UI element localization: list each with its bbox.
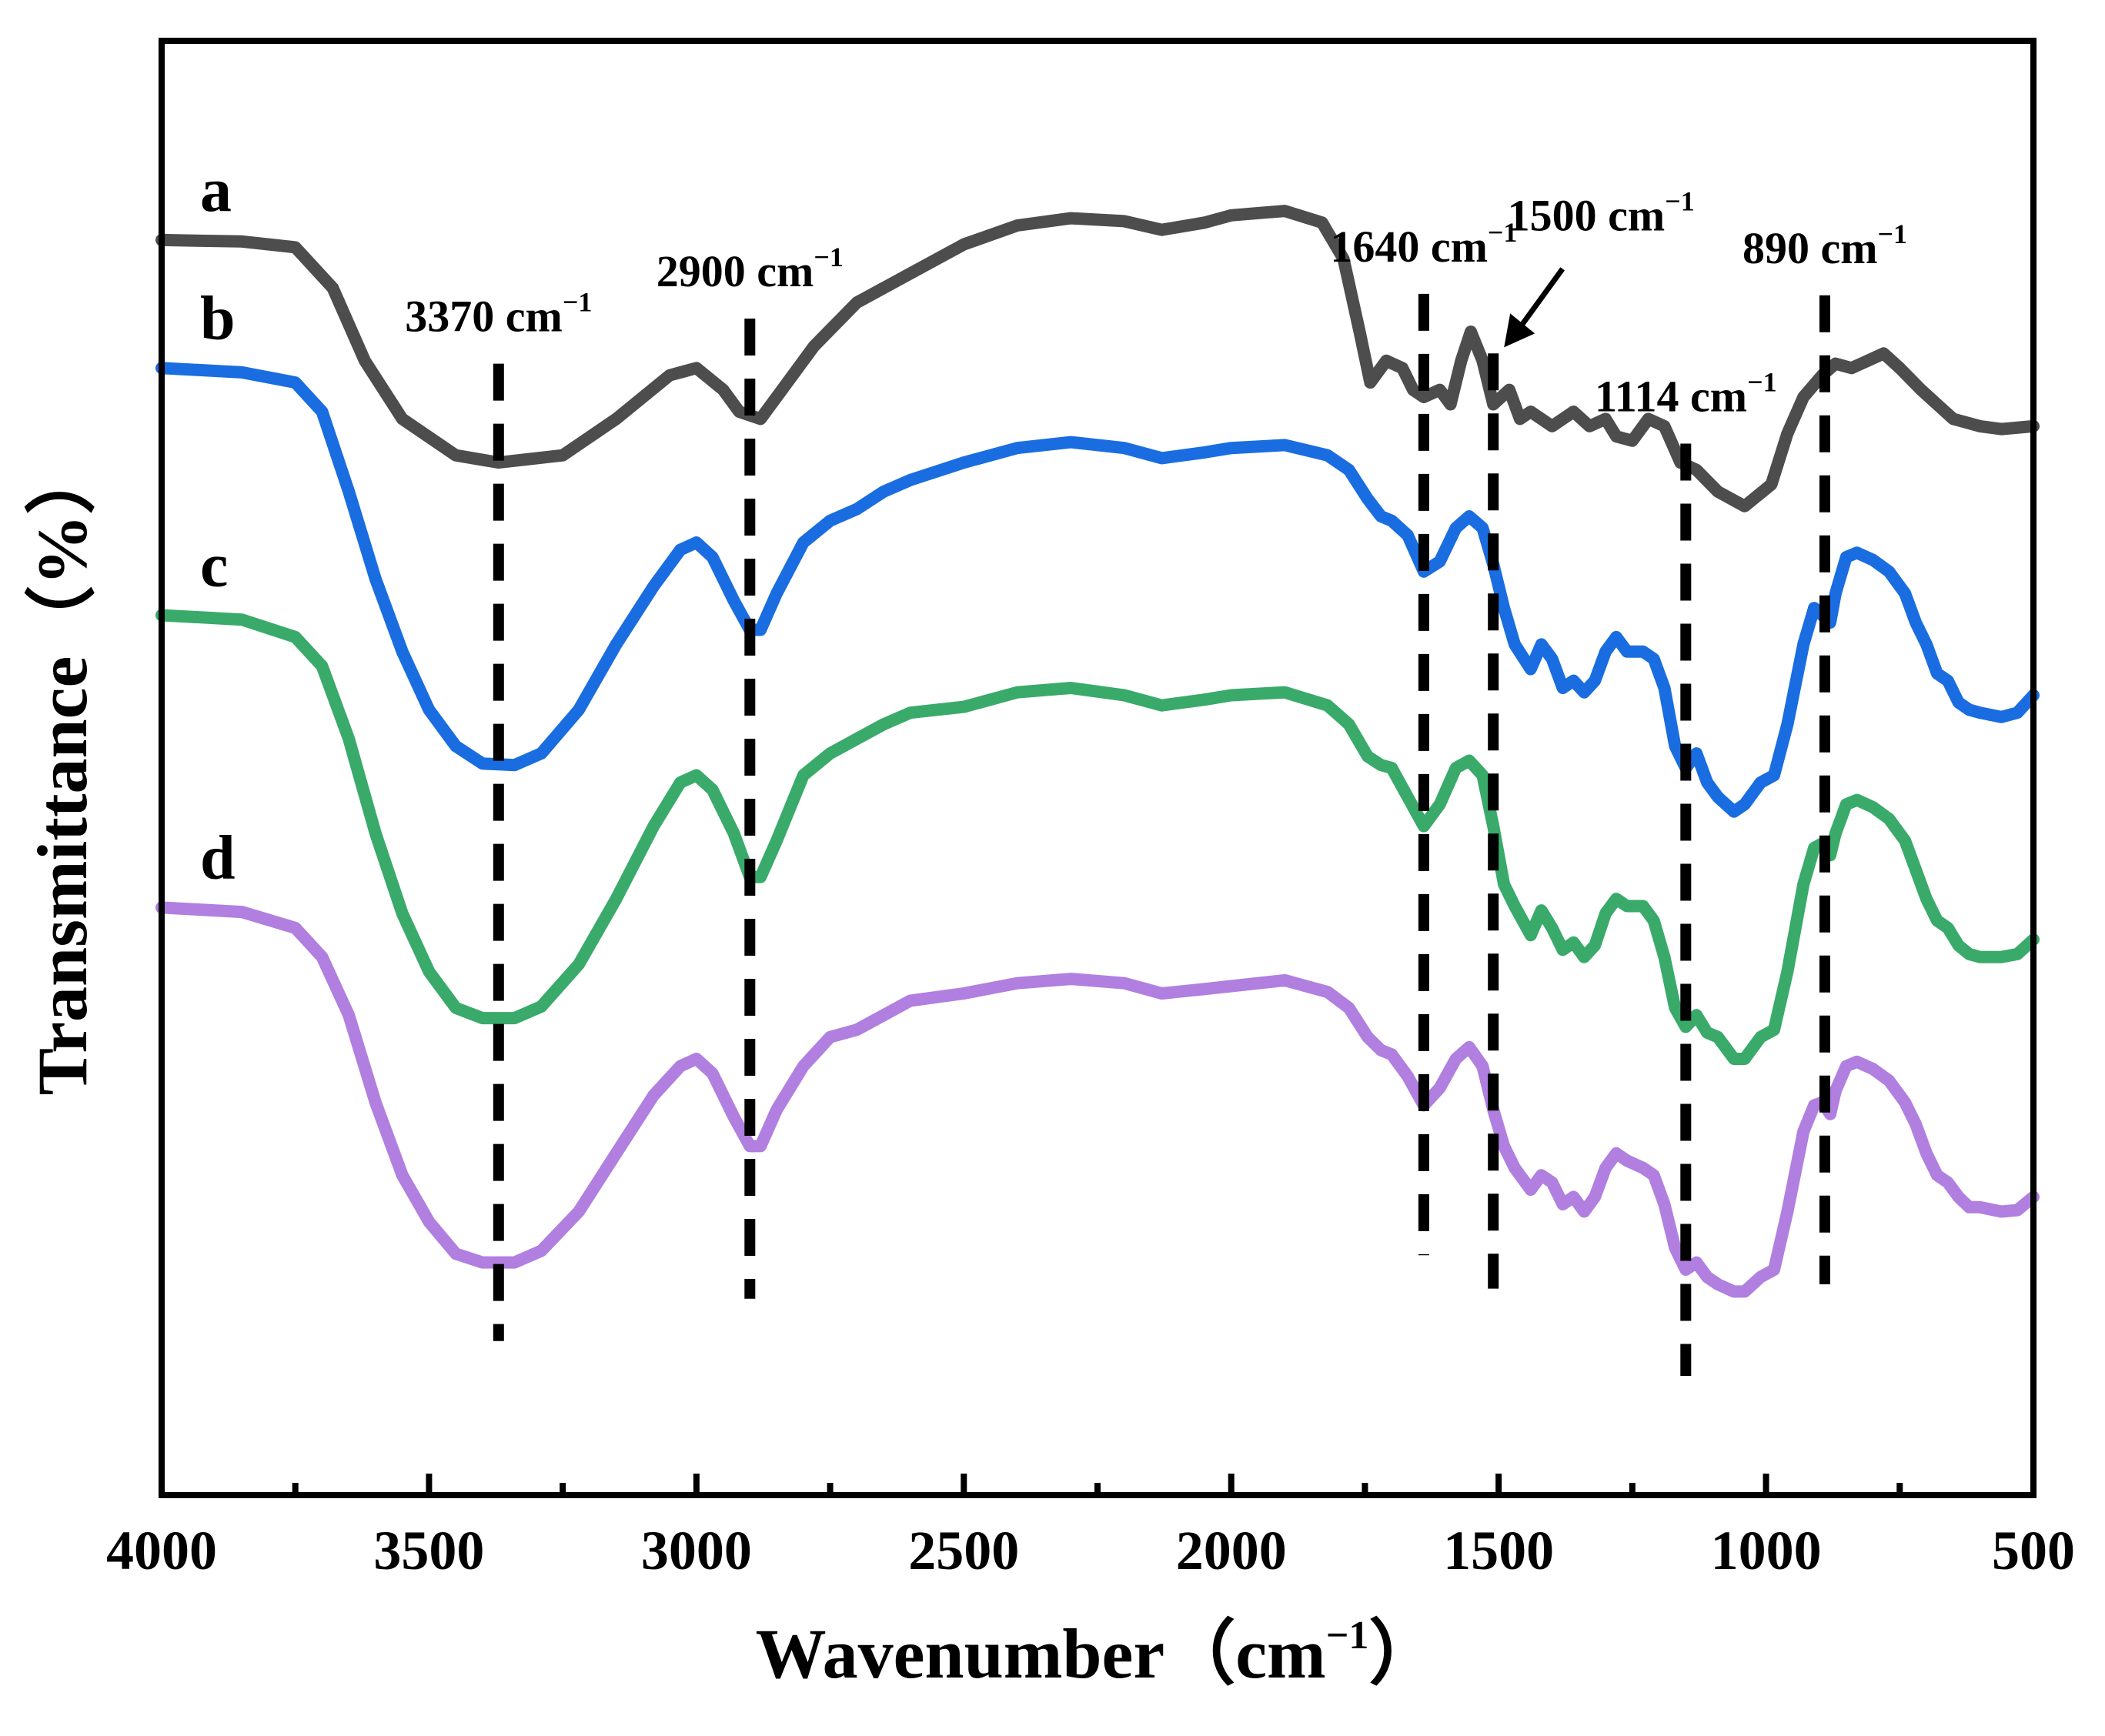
- x-tick-label-3500: 3500: [373, 1520, 484, 1581]
- x-axis-title: Wavenumber（cm−1）: [756, 1614, 1440, 1693]
- series-label-c: c: [200, 530, 228, 600]
- x-axis-paren-open: （: [1164, 1614, 1235, 1693]
- series-label-d: d: [200, 822, 236, 892]
- y-axis-title: Transmittance（%）: [23, 444, 102, 1096]
- series-line-a: [155, 205, 2040, 512]
- annotation-label-peak-890: 890 cm−1: [1742, 219, 1907, 273]
- x-tick-label-2000: 2000: [1176, 1520, 1287, 1581]
- x-axis-title-main: Wavenumber: [756, 1614, 1165, 1693]
- series-line-d: [155, 901, 2040, 1298]
- x-axis-title-unit: cm: [1235, 1614, 1325, 1693]
- x-tick-label-1500: 1500: [1443, 1520, 1554, 1581]
- x-tick-label-2500: 2500: [908, 1520, 1019, 1581]
- annotation-label-peak-3370: 3370 cm−1: [405, 287, 592, 342]
- annotation-label-peak-1500: 1500 cm−1: [1508, 185, 1695, 240]
- axis-layer: 4000 3500 3000 2500 2000 1500 1000 500: [106, 1474, 2075, 1581]
- series-line-b: [155, 362, 2040, 818]
- annotation-label-peak-2900: 2900 cm−1: [657, 242, 844, 296]
- x-axis-paren-close: ）: [1368, 1614, 1439, 1693]
- plot-frame: [159, 38, 2037, 1498]
- annotation-label-peak-1114: 1114 cm−1: [1595, 367, 1777, 422]
- series-label-b: b: [200, 282, 236, 352]
- annotation-arrow-shaft: [1515, 267, 1565, 332]
- series-label-a: a: [200, 155, 232, 225]
- annotation-label-peak-1640: 1640 cm−1: [1330, 217, 1517, 272]
- x-axis-title-unit-exp: −1: [1326, 1614, 1369, 1658]
- series-labels-layer: ab c d: [200, 155, 236, 893]
- x-tick-label-500: 500: [1992, 1520, 2075, 1581]
- series-line-c: [155, 609, 2040, 1065]
- x-tick-label-3000: 3000: [641, 1520, 752, 1581]
- annotation-arrow-head: [1504, 313, 1535, 348]
- x-tick-label-4000: 4000: [106, 1520, 217, 1581]
- x-tick-label-1000: 1000: [1711, 1520, 1822, 1581]
